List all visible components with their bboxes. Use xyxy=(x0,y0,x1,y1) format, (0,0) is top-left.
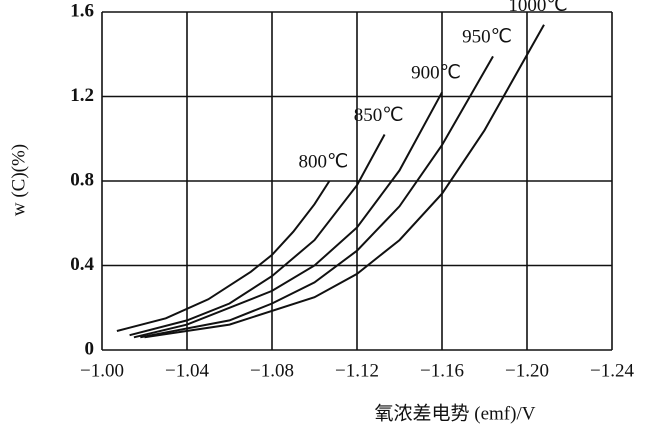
series-label: 950℃ xyxy=(462,27,512,48)
y-tick-label: 1.6 xyxy=(70,0,94,21)
y-axis-label: w (C)(%) xyxy=(8,144,29,216)
x-tick-label: −1.24 xyxy=(590,360,634,381)
series-line xyxy=(133,91,443,339)
y-tick-label: 0 xyxy=(85,338,95,359)
x-tick-label: −1.12 xyxy=(335,360,379,381)
series-line xyxy=(129,134,386,337)
series-line xyxy=(144,24,545,339)
x-tick-label: −1.00 xyxy=(80,360,124,381)
series-label: 850℃ xyxy=(354,105,404,126)
y-tick-label: 1.2 xyxy=(70,85,94,106)
x-tick-label: −1.08 xyxy=(250,360,294,381)
x-tick-label: −1.16 xyxy=(420,360,464,381)
x-tick-label: −1.04 xyxy=(165,360,209,381)
series-label: 1000℃ xyxy=(508,0,567,16)
series-label: 800℃ xyxy=(298,151,348,172)
y-tick-label: 0.8 xyxy=(70,169,94,190)
series-line xyxy=(116,180,331,332)
x-axis-label: 氧浓差电势 (emf)/V xyxy=(375,402,536,424)
x-tick-label: −1.20 xyxy=(505,360,549,381)
series-line xyxy=(140,55,494,339)
y-tick-label: 0.4 xyxy=(70,254,94,275)
series-label: 900℃ xyxy=(411,63,461,84)
